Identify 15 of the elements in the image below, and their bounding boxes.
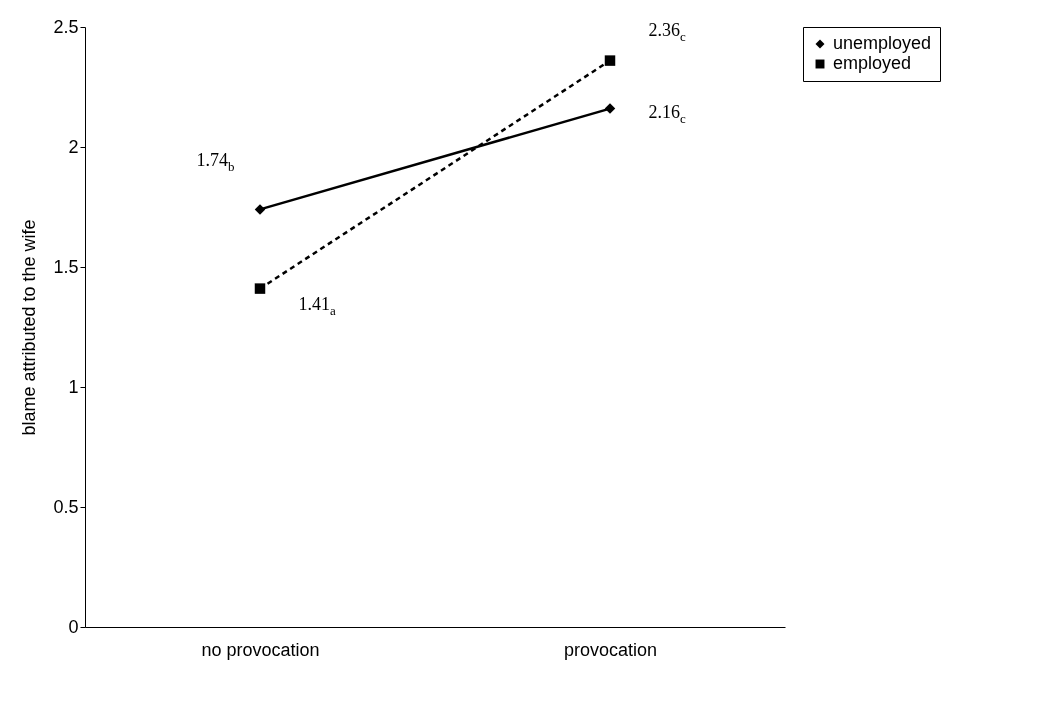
point bbox=[604, 55, 616, 66]
point bbox=[604, 103, 616, 114]
point bbox=[254, 283, 266, 294]
x-tick-label: provocation bbox=[563, 639, 658, 660]
y-tick-label: 2.5 bbox=[53, 16, 79, 37]
y-tick-label: 0.5 bbox=[53, 496, 79, 517]
point bbox=[254, 204, 266, 215]
y-tick-label: 0 bbox=[68, 616, 79, 637]
y-axis-title: blame attributed to the wife bbox=[19, 219, 40, 436]
legend-label: employed bbox=[833, 53, 912, 73]
y-tick-label: 1 bbox=[68, 376, 79, 397]
y-tick-label: 2 bbox=[68, 136, 79, 157]
y-tick-label: 1.5 bbox=[53, 256, 79, 277]
legend-label: unemployed bbox=[833, 33, 932, 53]
x-tick-label: no provocation bbox=[201, 639, 320, 660]
